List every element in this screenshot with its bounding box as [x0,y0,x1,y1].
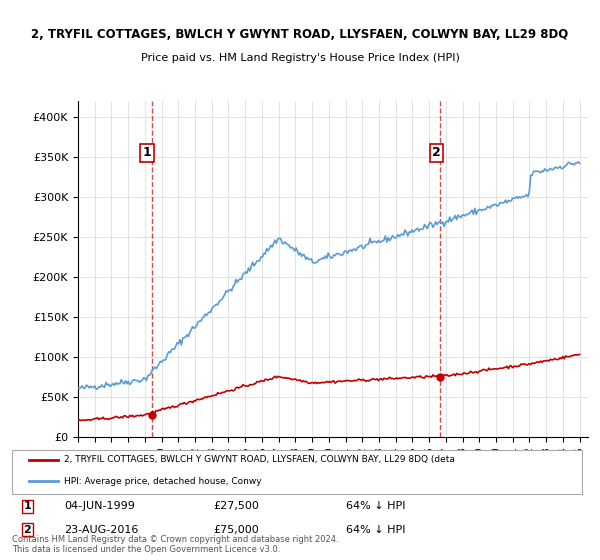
Text: 1: 1 [143,146,151,159]
Text: HPI: Average price, detached house, Conwy: HPI: Average price, detached house, Conw… [64,477,262,486]
Text: 23-AUG-2016: 23-AUG-2016 [64,525,138,535]
Text: 1: 1 [23,501,31,511]
Text: 64% ↓ HPI: 64% ↓ HPI [346,525,406,535]
Text: Contains HM Land Registry data © Crown copyright and database right 2024.
This d: Contains HM Land Registry data © Crown c… [12,535,338,554]
Text: £27,500: £27,500 [214,501,259,511]
Text: 2, TRYFIL COTTAGES, BWLCH Y GWYNT ROAD, LLYSFAEN, COLWYN BAY, LL29 8DQ (deta: 2, TRYFIL COTTAGES, BWLCH Y GWYNT ROAD, … [64,455,455,464]
Text: 2: 2 [432,146,441,159]
Text: 04-JUN-1999: 04-JUN-1999 [64,501,135,511]
FancyBboxPatch shape [12,450,582,494]
Text: £75,000: £75,000 [214,525,259,535]
Text: 2: 2 [23,525,31,535]
Text: 64% ↓ HPI: 64% ↓ HPI [346,501,406,511]
Text: Price paid vs. HM Land Registry's House Price Index (HPI): Price paid vs. HM Land Registry's House … [140,53,460,63]
Text: 2, TRYFIL COTTAGES, BWLCH Y GWYNT ROAD, LLYSFAEN, COLWYN BAY, LL29 8DQ: 2, TRYFIL COTTAGES, BWLCH Y GWYNT ROAD, … [31,28,569,41]
